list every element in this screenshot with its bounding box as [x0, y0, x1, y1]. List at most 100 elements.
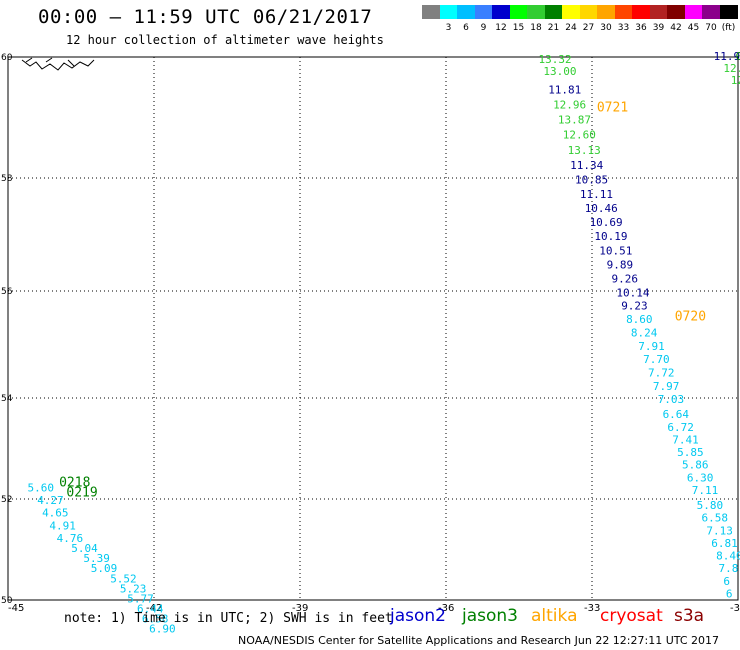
wave-height-value: 6.30 [687, 471, 714, 484]
wave-height-value: 13.32 [538, 53, 571, 66]
color-swatch-label: 30 [600, 23, 612, 33]
color-swatch [474, 5, 493, 19]
wave-height-value: 7.41 [672, 433, 699, 446]
color-swatch [649, 5, 668, 19]
y-tick-label: 58 [1, 174, 13, 184]
x-tick-label: -45 [8, 603, 24, 614]
wave-height-value: 5.23 [120, 582, 147, 595]
wave-height-value: 7.03 [658, 393, 685, 406]
coastline-fragment [21, 57, 95, 71]
color-swatch-label: 45 [687, 23, 700, 33]
wave-height-value: 7.8 [719, 562, 739, 575]
wave-height-value: 13.00 [543, 65, 576, 78]
color-swatch-label: 6 [463, 23, 469, 33]
wave-height-value: 5.52 [110, 572, 137, 585]
color-swatch-label: 21 [547, 23, 560, 33]
wave-height-value: 6.58 [702, 512, 729, 525]
color-swatch [597, 5, 615, 19]
pass-time-label: 0219 [66, 485, 97, 500]
y-tick-label: 56 [1, 287, 13, 297]
map-title: 00:00 – 11:59 UTC 06/21/2017 [38, 6, 373, 28]
wave-height-value: 5.86 [682, 459, 709, 472]
wave-height-value: 4.76 [57, 532, 84, 545]
wave-height-value: 10.69 [590, 216, 623, 229]
color-swatch-label: 15 [512, 23, 525, 33]
wave-height-value: 12. [731, 74, 740, 87]
y-tick-label: 54 [1, 394, 13, 404]
x-tick-label: -42 [146, 603, 162, 614]
wave-height-value: 12.69 [723, 62, 740, 75]
credit-line: NOAA/NESDIS Center for Satellite Applica… [238, 634, 720, 647]
map-subtitle: 12 hour collection of altimeter wave hei… [66, 33, 384, 47]
color-swatch-label: (ft) [721, 23, 736, 33]
wave-height-value: 7.91 [638, 340, 665, 353]
color-swatch-label: 12 [495, 23, 507, 33]
color-swatch [719, 5, 738, 19]
color-swatch [527, 5, 545, 19]
map-grid [7, 56, 739, 601]
y-tick-label: 60 [1, 53, 13, 63]
color-swatch-label: 18 [530, 23, 542, 33]
wave-height-value: 13.13 [568, 144, 601, 157]
wave-height-value: 11.81 [548, 83, 581, 96]
wave-height-value: 10.85 [575, 174, 608, 187]
wave-height-value: 10.51 [599, 244, 632, 257]
wave-height-value: 8.60 [626, 313, 653, 326]
footer-note: note: 1) Time is in UTC; 2) SWH is in fe… [64, 611, 393, 626]
y-tick-label: 50 [1, 596, 13, 606]
color-swatch [667, 5, 685, 19]
wave-height-value: 5.80 [697, 499, 724, 512]
color-swatch [702, 5, 720, 19]
axis-ticks: -45 -42 -39 -36 -33 -30 60 58 56 54 52 50 [1, 53, 740, 614]
legend-jason2: jason2 [390, 606, 446, 626]
coastline [21, 57, 95, 71]
wave-height-value: 5.09 [91, 562, 118, 575]
wave-height-value: 06 [736, 50, 740, 63]
wave-height-value: 6.81 [711, 537, 738, 550]
color-swatch-label: 70 [705, 23, 717, 33]
wave-height-value: 6 [726, 587, 733, 600]
wave-height-value: 12.60 [563, 129, 596, 142]
color-swatch-label: 3 [445, 23, 452, 33]
color-swatch [439, 5, 458, 19]
x-tick-label: -30 [730, 603, 740, 614]
wave-height-value: 5.77 [127, 593, 154, 606]
color-swatch-label: 24 [565, 23, 577, 33]
color-swatch [422, 5, 440, 19]
wave-height-value: 11.11 [580, 188, 613, 201]
legend-altika: altika [531, 606, 578, 626]
x-tick-label: -33 [584, 603, 600, 614]
color-swatch [684, 5, 703, 19]
color-swatch [632, 5, 650, 19]
wave-height-value: 6.72 [667, 421, 694, 434]
wave-height-value: 5.04 [71, 542, 98, 555]
wave-height-value: 7.13 [706, 524, 733, 537]
color-swatch-label: 42 [670, 23, 682, 33]
x-tick-label: -39 [292, 603, 308, 614]
color-swatch [492, 5, 510, 19]
wave-height-value: 5.60 [27, 481, 54, 494]
color-swatch [457, 5, 475, 19]
wave-height-value: 10.14 [616, 286, 649, 299]
wave-height-value: 7.97 [653, 380, 680, 393]
color-swatch [579, 5, 598, 19]
color-swatch-label: 33 [617, 23, 630, 33]
x-tick-label: -36 [438, 603, 454, 614]
color-swatch-label: 27 [582, 23, 595, 33]
legend-s3a: s3a [674, 606, 705, 626]
wave-height-value: 5.85 [677, 446, 704, 459]
wave-height-value: 6.44 [137, 603, 164, 616]
wave-height-value: 10.46 [585, 202, 618, 215]
wave-height-value: 8.40 [716, 550, 740, 563]
wave-height-value: 13.87 [558, 114, 591, 127]
wave-height-value: 10.19 [594, 230, 627, 243]
color-swatch [509, 5, 528, 19]
wave-height-value: 6.58 [142, 613, 169, 626]
color-swatch [562, 5, 580, 19]
color-swatch-label: 9 [480, 23, 487, 33]
wave-height-value: 11.97 [714, 50, 740, 63]
wave-height-value: 7.72 [648, 367, 675, 380]
color-swatch-label: 39 [652, 23, 665, 33]
